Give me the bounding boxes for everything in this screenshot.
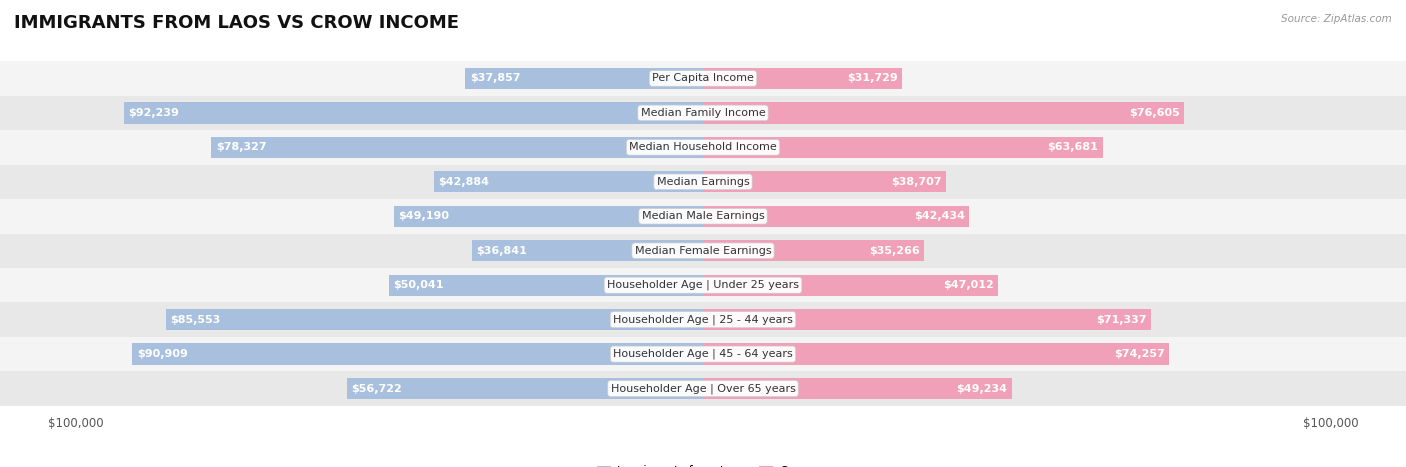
Bar: [703, 240, 924, 262]
Text: $31,729: $31,729: [846, 73, 898, 84]
Text: $85,553: $85,553: [170, 315, 221, 325]
Bar: [703, 171, 946, 192]
Bar: [703, 309, 1150, 330]
Bar: [0, 337, 1406, 371]
Bar: [0, 268, 1406, 303]
Bar: [703, 275, 998, 296]
Text: IMMIGRANTS FROM LAOS VS CROW INCOME: IMMIGRANTS FROM LAOS VS CROW INCOME: [14, 14, 460, 32]
Text: $90,909: $90,909: [136, 349, 187, 359]
Bar: [0, 199, 1406, 234]
Legend: Immigrants from Laos, Crow: Immigrants from Laos, Crow: [592, 460, 814, 467]
Text: Per Capita Income: Per Capita Income: [652, 73, 754, 84]
Text: Median Household Income: Median Household Income: [628, 142, 778, 152]
Text: Householder Age | Over 65 years: Householder Age | Over 65 years: [610, 383, 796, 394]
Bar: [132, 343, 703, 365]
Text: Median Earnings: Median Earnings: [657, 177, 749, 187]
Bar: [472, 240, 703, 262]
Text: $49,234: $49,234: [956, 383, 1008, 394]
Text: $38,707: $38,707: [891, 177, 942, 187]
Bar: [703, 378, 1012, 399]
Text: Householder Age | Under 25 years: Householder Age | Under 25 years: [607, 280, 799, 290]
Bar: [166, 309, 703, 330]
Bar: [0, 164, 1406, 199]
Text: $42,884: $42,884: [439, 177, 489, 187]
Bar: [347, 378, 703, 399]
Text: $42,434: $42,434: [914, 211, 965, 221]
Text: $36,841: $36,841: [477, 246, 527, 256]
Bar: [703, 205, 969, 227]
Bar: [703, 68, 903, 89]
Bar: [465, 68, 703, 89]
Text: Median Family Income: Median Family Income: [641, 108, 765, 118]
Text: $47,012: $47,012: [943, 280, 994, 290]
Bar: [124, 102, 703, 124]
Text: $37,857: $37,857: [470, 73, 520, 84]
Text: Householder Age | 45 - 64 years: Householder Age | 45 - 64 years: [613, 349, 793, 359]
Bar: [394, 205, 703, 227]
Bar: [0, 234, 1406, 268]
Bar: [0, 61, 1406, 96]
Text: $49,190: $49,190: [399, 211, 450, 221]
Bar: [211, 137, 703, 158]
Text: $63,681: $63,681: [1047, 142, 1098, 152]
Text: Median Male Earnings: Median Male Earnings: [641, 211, 765, 221]
Bar: [703, 343, 1170, 365]
Bar: [389, 275, 703, 296]
Text: $56,722: $56,722: [352, 383, 402, 394]
Text: $35,266: $35,266: [869, 246, 920, 256]
Text: $78,327: $78,327: [215, 142, 266, 152]
Text: $74,257: $74,257: [1114, 349, 1164, 359]
Bar: [0, 96, 1406, 130]
Text: Householder Age | 25 - 44 years: Householder Age | 25 - 44 years: [613, 314, 793, 325]
Bar: [703, 102, 1184, 124]
Text: Source: ZipAtlas.com: Source: ZipAtlas.com: [1281, 14, 1392, 24]
Text: $92,239: $92,239: [128, 108, 180, 118]
Text: $76,605: $76,605: [1129, 108, 1180, 118]
Bar: [0, 303, 1406, 337]
Text: Median Female Earnings: Median Female Earnings: [634, 246, 772, 256]
Bar: [0, 371, 1406, 406]
Text: $50,041: $50,041: [394, 280, 444, 290]
Bar: [434, 171, 703, 192]
Text: $71,337: $71,337: [1095, 315, 1146, 325]
Bar: [703, 137, 1102, 158]
Bar: [0, 130, 1406, 164]
